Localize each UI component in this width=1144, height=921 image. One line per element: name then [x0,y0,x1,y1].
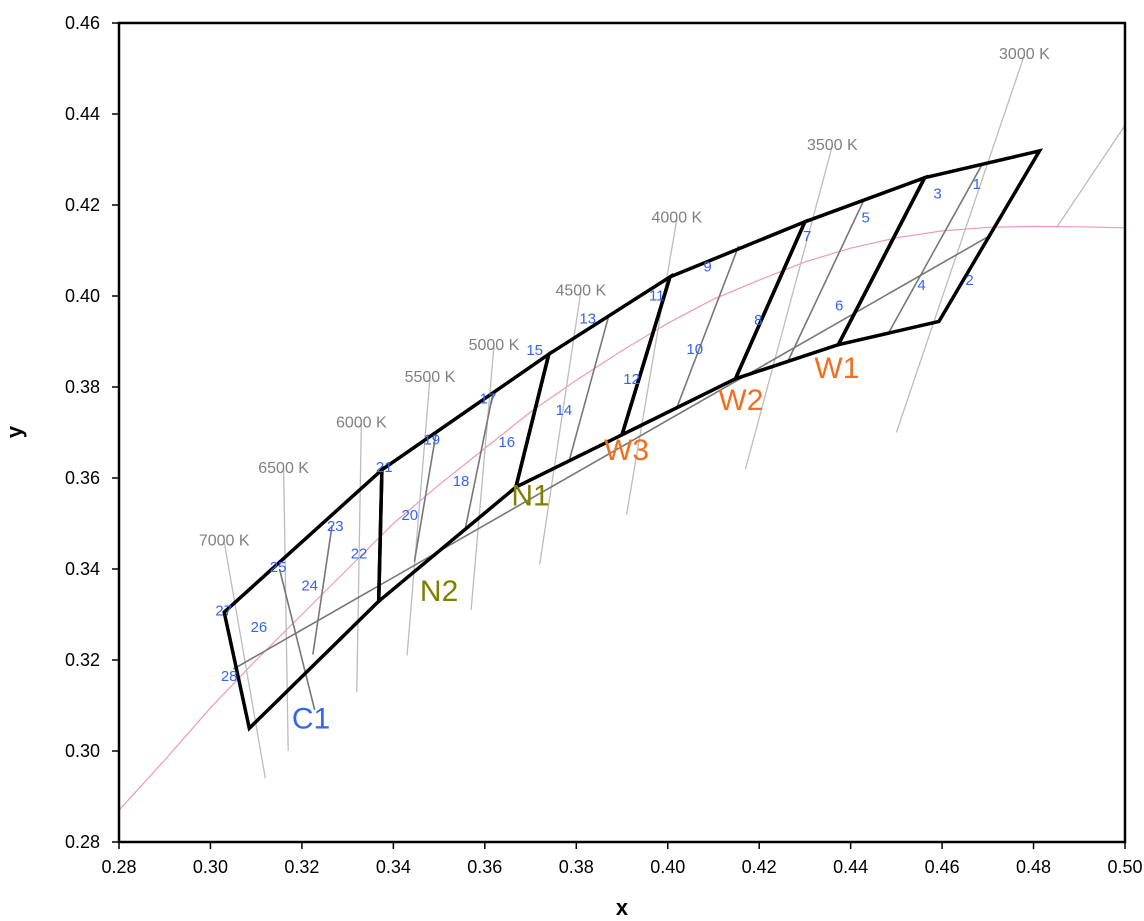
isotherm-label: 6500 K [258,460,309,477]
bin-group-label: W2 [718,384,763,417]
bin-divider-line [413,431,438,562]
bin-number-label: 27 [215,602,232,619]
bin-divider-line [568,313,610,461]
isotherm-label: 3000 K [999,46,1050,63]
plot-frame [117,21,1127,844]
bin-number-label: 5 [862,209,870,226]
bin-number-label: 17 [480,390,497,407]
bin-divider-line [278,568,316,711]
bin-number-label: 12 [623,371,640,388]
bin-number-label: 2 [965,272,973,289]
x-tick-label: 0.36 [467,857,502,877]
bin-number-label: 14 [556,402,573,419]
y-tick-label: 0.28 [65,832,100,852]
x-tick-label: 0.50 [1107,857,1142,877]
isotherm-label: 6000 K [336,414,387,431]
bin-number-label: 11 [649,288,665,305]
isotherm-line [406,377,431,656]
isotherm-label: 5500 K [405,369,456,386]
bin-number-label: 16 [498,434,515,451]
bin-divider-line [232,236,989,670]
axes: 0.28 0.30 0.32 0.34 0.36 0.38 0.40 0.42 0.44 0.46… [65,13,1143,877]
bin-group-label: N1 [511,479,549,512]
y-tick-label: 0.34 [65,559,100,579]
bin-number-label: 13 [579,310,596,327]
bin-divider-line [312,525,333,655]
isotherm-label: 4500 K [555,282,606,299]
y-tick-label: 0.38 [65,377,100,397]
isotherm-line [223,541,266,779]
bin-number-label: 3 [933,186,941,203]
bin-group-label: C1 [292,702,330,735]
bin-number-label: 15 [526,342,543,359]
isotherm-line [356,423,363,692]
bin-number-label: 6 [835,298,843,315]
x-axis-title: x [616,895,629,920]
isotherm-line [282,468,289,752]
isotherm-label: 7000 K [199,533,250,550]
x-tick-label: 0.42 [742,857,777,877]
y-axis-title: y [2,425,27,438]
bin-number-label: 4 [917,277,925,294]
x-tick-label: 0.44 [833,857,868,877]
bin-number-label: 20 [401,507,418,524]
x-tick-label: 0.32 [284,857,319,877]
bin-divider-line [464,392,494,528]
y-tick-label: 0.46 [65,13,100,33]
bin-number-label: 24 [301,577,318,594]
bin-group-label: W1 [814,352,859,385]
bin-divider-line [676,245,740,408]
bin-number-label: 28 [221,668,238,685]
bin-number-label: 7 [803,228,811,245]
bin-number-label: 26 [251,619,268,636]
bin-number-label: 19 [423,431,440,448]
isotherm-line [625,218,678,515]
isotherm-label: 5000 K [469,337,520,354]
x-tick-label: 0.28 [101,857,136,877]
bin-group-outline [835,148,1044,348]
isotherm-line [744,145,833,470]
bin-number-label: 1 [973,176,981,193]
bin-group-label: W3 [604,434,649,467]
isotherm-line [1055,124,1125,229]
y-tick-label: 0.36 [65,468,100,488]
bin-number-label: 8 [754,312,762,329]
y-tick-label: 0.42 [65,195,100,215]
bin-number-label: 25 [270,559,287,576]
bin-number-label: 18 [453,473,470,490]
isotherm-label: 4000 K [652,210,703,227]
bin-number-label: 23 [327,518,344,535]
x-tick-label: 0.34 [376,857,411,877]
y-tick-label: 0.30 [65,741,100,761]
isotherm-label: 3500 K [807,137,858,154]
y-tick-label: 0.40 [65,286,100,306]
x-tick-label: 0.40 [650,857,685,877]
isotherm-line [895,54,1026,433]
x-tick-label: 0.46 [925,857,960,877]
y-tick-label: 0.44 [65,104,100,124]
bin-number-label: 10 [686,341,703,358]
bin-number-label: 22 [351,546,368,563]
bin-divider-line [786,197,866,363]
x-tick-label: 0.30 [193,857,228,877]
x-tick-label: 0.48 [1016,857,1051,877]
isotherm-line [470,345,495,611]
bin-number-label: 9 [703,258,711,275]
bin-divider-line [887,163,984,334]
plot-area: 3000 K 3500 K 4000 K 4500 K 5000 K 5500 K 6000… [119,46,1125,811]
bin-group-label: N2 [420,575,458,608]
y-tick-label: 0.32 [65,650,100,670]
x-tick-label: 0.38 [559,857,594,877]
bin-number-label: 21 [376,459,393,476]
